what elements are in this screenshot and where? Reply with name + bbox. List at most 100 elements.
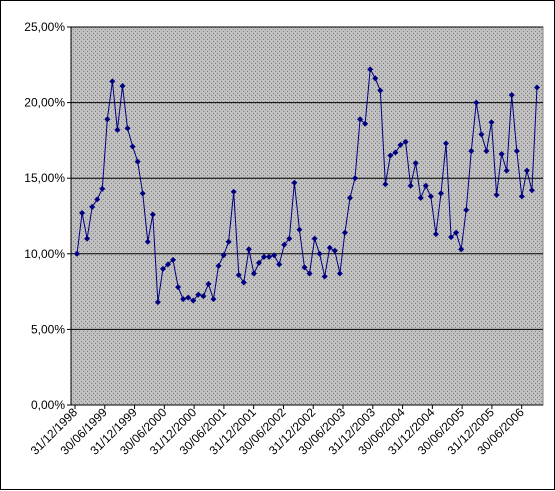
data-point [382, 181, 389, 188]
data-point [215, 262, 222, 269]
data-point [205, 281, 212, 288]
data-point [417, 194, 424, 201]
data-point [79, 209, 86, 216]
data-point [296, 226, 303, 233]
data-point [210, 296, 217, 303]
data-point [443, 140, 450, 147]
data-point [422, 182, 429, 189]
data-point [170, 256, 177, 263]
data-point [478, 131, 485, 138]
data-point [357, 116, 364, 123]
data-point [109, 78, 116, 85]
data-point [528, 187, 535, 194]
data-point [261, 253, 268, 260]
data-point [271, 252, 278, 259]
data-point [139, 190, 146, 197]
data-point [255, 259, 262, 266]
data-point [432, 231, 439, 238]
data-point [362, 120, 369, 127]
data-point [134, 158, 141, 165]
data-point [367, 66, 374, 73]
data-point [352, 175, 359, 182]
data-point [458, 246, 465, 253]
y-tick-label: 20,00% [24, 96, 65, 110]
data-point [286, 235, 293, 242]
data-point [468, 147, 475, 154]
data-point [301, 264, 308, 271]
data-point [503, 167, 510, 174]
data-point [84, 235, 91, 242]
data-point [220, 252, 227, 259]
data-point [518, 193, 525, 200]
data-point [250, 270, 257, 277]
data-point [266, 253, 273, 260]
data-point [200, 293, 207, 300]
data-point [463, 206, 470, 213]
data-point [175, 284, 182, 291]
data-point [377, 87, 384, 94]
data-point [276, 261, 283, 268]
y-tick-label: 15,00% [24, 171, 65, 185]
data-point [498, 151, 505, 158]
y-axis: 0,00% 5,00% 10,00% 15,00% 20,00% 25,00% [24, 20, 72, 412]
data-point [164, 261, 171, 268]
data-point [154, 299, 161, 306]
data-point [407, 182, 414, 189]
data-point [523, 167, 530, 174]
data-point [397, 141, 404, 148]
data-point [372, 75, 379, 82]
data-point [331, 247, 338, 254]
data-point [453, 229, 460, 236]
data-point [326, 244, 333, 251]
y-tick-label: 5,00% [31, 322, 65, 336]
data-point [119, 82, 126, 89]
data-point [124, 125, 131, 132]
data-point [473, 99, 480, 106]
data-point [235, 271, 242, 278]
data-point [508, 92, 515, 99]
data-point [311, 235, 318, 242]
data-point [245, 246, 252, 253]
y-tick-label: 10,00% [24, 247, 65, 261]
data-point [89, 203, 96, 210]
data-point [149, 211, 156, 218]
data-point [281, 241, 288, 248]
data-point [513, 147, 520, 154]
y-tick-label: 0,00% [31, 398, 65, 412]
data-point [437, 190, 444, 197]
gridlines [71, 26, 543, 330]
data-point [488, 119, 495, 126]
data-point [534, 84, 540, 91]
series-line [76, 67, 538, 303]
data-point [392, 149, 399, 156]
data-point [225, 238, 232, 245]
data-point [316, 250, 323, 257]
data-point [341, 229, 348, 236]
data-point [427, 193, 434, 200]
data-point [291, 179, 298, 186]
data-point [387, 152, 394, 159]
data-point [402, 138, 409, 145]
data-point [493, 191, 500, 198]
data-point [180, 296, 187, 303]
data-point [94, 196, 101, 203]
data-point [230, 188, 237, 195]
data-point [321, 273, 328, 280]
data-point [99, 185, 106, 192]
data-point [448, 234, 455, 241]
data-point [159, 265, 166, 272]
data-point [336, 270, 343, 277]
x-axis: 31/12/199830/06/199931/12/199930/06/2000… [28, 404, 543, 458]
data-point [129, 143, 136, 150]
data-point [104, 116, 111, 123]
data-point [195, 291, 202, 298]
data-point [144, 238, 151, 245]
data-point [185, 294, 192, 301]
y-tick-label: 25,00% [24, 20, 65, 34]
data-point [483, 147, 490, 154]
series [74, 66, 540, 306]
data-point [240, 279, 247, 286]
data-point [190, 297, 197, 304]
